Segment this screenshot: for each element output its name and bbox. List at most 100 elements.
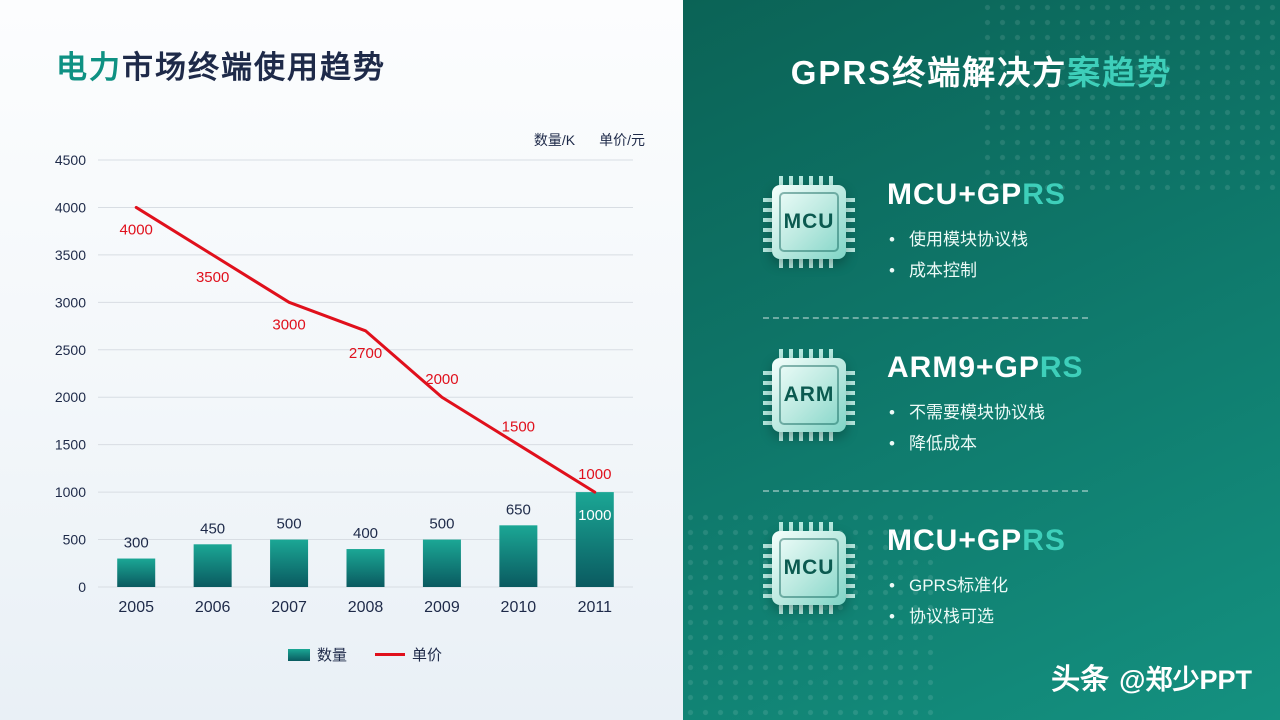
solution-text: MCU+GPRS GPRS标准化 协议栈可选: [887, 522, 1066, 633]
bar: [346, 549, 385, 587]
solution-title-main: MCU+GP: [887, 523, 1023, 557]
chip-label: ARM: [783, 382, 835, 406]
dashed-divider: [763, 489, 1088, 492]
legend-price-label: 单价: [412, 647, 443, 664]
bullet-item: 协议栈可选: [887, 601, 1066, 633]
svg-text:0: 0: [78, 579, 86, 595]
solution-bullets: GPRS标准化 协议栈可选: [887, 570, 1066, 633]
price-line: [134, 205, 597, 494]
solution-text: ARM9+GPRS 不需要模块协议栈 降低成本: [887, 349, 1084, 460]
line-value-labels: 4000 3500 3000 2700 2000 1500 1000: [120, 221, 612, 483]
bullet-item: 降低成本: [887, 428, 1084, 460]
bar: [575, 492, 614, 587]
legend-quantity-label: 数量: [316, 647, 347, 664]
svg-text:400: 400: [353, 525, 378, 542]
page-title-rest: 市场终端使用趋势: [122, 50, 386, 85]
chip-pins: [779, 348, 839, 358]
solution-text: MCU+GPRS 使用模块协议栈 成本控制: [887, 176, 1066, 287]
svg-text:500: 500: [277, 516, 302, 533]
svg-text:4000: 4000: [120, 221, 153, 238]
solution-item-arm9: ARM ARM9+GPRS 不需要模块协议栈 降低成本: [763, 323, 1243, 486]
bar: [422, 539, 461, 587]
chip-pins: [779, 521, 839, 531]
chip-icon: ARM: [763, 348, 855, 441]
svg-text:500: 500: [63, 532, 87, 548]
svg-text:650: 650: [506, 501, 531, 518]
svg-text:1500: 1500: [502, 419, 535, 436]
chart-units: 数量/K 单价/元: [534, 130, 645, 150]
svg-text:2011: 2011: [578, 599, 613, 616]
bar: [117, 558, 156, 587]
solution-items: MCU MCU+GPRS 使用模块协议栈 成本控制: [763, 150, 1243, 659]
chip-pins: [763, 364, 772, 425]
svg-text:1000: 1000: [578, 466, 611, 483]
svg-text:2000: 2000: [425, 371, 458, 388]
x-axis-labels: 2005 2006 2007 2008 2009 2010 2011: [118, 599, 612, 616]
solution-title-accent: RS: [1039, 350, 1084, 384]
bar: [499, 525, 538, 587]
solution-item-mcu-2: MCU MCU+GPRS GPRS标准化 协议栈可选: [763, 496, 1243, 659]
svg-text:2500: 2500: [55, 342, 86, 358]
watermark-brand: 头条: [1051, 664, 1110, 696]
page-title-left: 电力市场终端使用趋势: [56, 42, 386, 87]
chip-body: MCU: [772, 185, 846, 259]
watermark-handle: @郑少PPT: [1119, 665, 1252, 695]
bar-swatch-icon: [287, 648, 310, 661]
chip-pins: [846, 192, 855, 252]
solution-title-accent: RS: [1022, 523, 1066, 557]
bar-value-labels: 300 450 500 400 500 650 1000: [124, 501, 612, 551]
page-title-right: GPRS终端解决方案趋势: [683, 46, 1280, 94]
svg-text:2007: 2007: [271, 599, 307, 616]
chip-body: ARM: [772, 357, 846, 432]
y-axis-labels: 0 500 1000 1500 2000 2500 3000 3500 4000 4500: [55, 152, 86, 595]
chip-pins: [846, 364, 855, 425]
unit-price-label: 单价/元: [599, 132, 645, 148]
svg-text:2006: 2006: [195, 599, 231, 616]
chip-pins: [763, 537, 772, 598]
chip-label: MCU: [783, 555, 835, 579]
svg-text:4000: 4000: [55, 199, 86, 215]
combo-chart: 0 500 1000 1500 2000 2500 3000 3500 4000 4500 300 4…: [55, 152, 633, 616]
bullet-item: 成本控制: [887, 255, 1066, 287]
chart-panel: 电力市场终端使用趋势 数量/K 单价/元 0 500 1000 1500 2000 250…: [0, 0, 683, 720]
chip-pins: [846, 537, 855, 598]
chip-icon: MCU: [763, 176, 855, 268]
svg-text:2010: 2010: [501, 599, 537, 616]
bar: [193, 544, 232, 587]
chip-pins: [763, 192, 772, 252]
svg-text:2700: 2700: [349, 345, 382, 362]
svg-text:300: 300: [124, 535, 149, 552]
legend-item-quantity: 数量: [287, 644, 347, 665]
gridlines: [98, 159, 633, 588]
right-title-main: GPRS终端解决方: [790, 54, 1068, 91]
legend-item-price: 单价: [375, 644, 442, 665]
solution-title-main: ARM9+GP: [887, 350, 1040, 384]
svg-text:1500: 1500: [55, 437, 86, 453]
svg-text:1000: 1000: [55, 484, 86, 500]
svg-text:1000: 1000: [578, 507, 611, 524]
svg-text:500: 500: [429, 516, 454, 533]
svg-text:2009: 2009: [424, 599, 460, 616]
solution-bullets: 使用模块协议栈 成本控制: [887, 224, 1066, 287]
solution-item-mcu-1: MCU MCU+GPRS 使用模块协议栈 成本控制: [763, 150, 1243, 313]
bullet-item: 使用模块协议栈: [887, 224, 1066, 256]
watermark: 头条 @郑少PPT: [1051, 656, 1252, 698]
svg-text:3500: 3500: [55, 247, 86, 263]
svg-text:2005: 2005: [118, 599, 154, 616]
solution-title: MCU+GPRS: [887, 524, 1066, 558]
svg-text:2000: 2000: [55, 389, 86, 405]
svg-text:2008: 2008: [348, 599, 384, 616]
solution-bullets: 不需要模块协议栈 降低成本: [887, 397, 1084, 460]
line-swatch-icon: [375, 653, 405, 656]
chip-pins: [779, 176, 839, 185]
bar: [270, 539, 309, 587]
chip-pins: [779, 604, 839, 614]
bullet-item: 不需要模块协议栈: [887, 397, 1084, 429]
unit-quantity-label: 数量/K: [533, 132, 576, 148]
chip-pins: [779, 431, 839, 441]
solution-title: ARM9+GPRS: [887, 351, 1084, 385]
bullet-item: GPRS标准化: [887, 570, 1066, 602]
svg-text:4500: 4500: [55, 152, 86, 168]
svg-text:3000: 3000: [55, 294, 86, 310]
